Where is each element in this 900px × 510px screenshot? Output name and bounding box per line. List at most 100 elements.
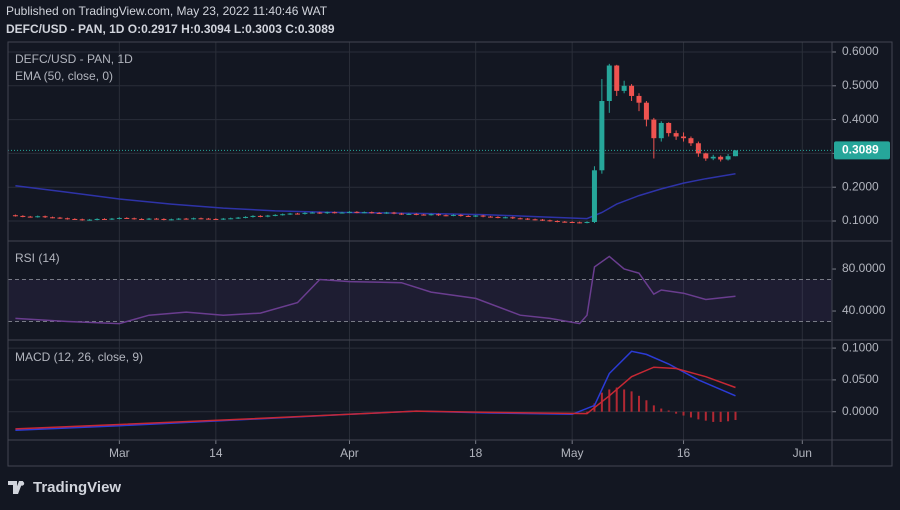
x-tick-label: 14	[209, 446, 223, 460]
candle-body	[198, 218, 204, 220]
histogram-bar	[608, 389, 611, 412]
candle-body	[228, 218, 234, 220]
candle-body	[413, 213, 419, 215]
candle-body	[450, 214, 456, 216]
candle-body	[510, 217, 516, 219]
candle-body	[42, 216, 48, 218]
candle-body	[139, 218, 145, 220]
rsi-band	[8, 279, 832, 322]
candle-body	[176, 218, 182, 220]
candle-body	[636, 95, 642, 103]
y-tick-label: 40.0000	[842, 303, 886, 317]
candle-body	[280, 214, 286, 216]
histogram-bar	[697, 411, 700, 420]
candle-body	[332, 212, 338, 214]
indicator-line	[15, 366, 736, 430]
candle-body	[287, 213, 293, 215]
y-tick-label: 0.0500	[842, 372, 879, 386]
x-tick-label: 18	[469, 446, 483, 460]
y-tick-label: 80.0000	[842, 261, 886, 275]
candle-body	[27, 216, 33, 218]
histogram-bar	[675, 411, 678, 414]
candle-body	[480, 215, 486, 217]
candle-body	[651, 119, 657, 139]
candle-body	[532, 219, 538, 221]
x-tick-label: Mar	[109, 446, 130, 460]
last-price-box	[834, 141, 890, 160]
histogram-bar	[712, 411, 715, 422]
candle-body	[79, 219, 85, 221]
histogram-bar	[623, 389, 626, 412]
candle-body	[673, 133, 679, 137]
x-tick-label: Jun	[793, 446, 812, 460]
candle-body	[488, 216, 494, 218]
candle-body	[116, 217, 122, 219]
candle-body	[272, 214, 278, 216]
histogram-bar	[637, 395, 640, 412]
logo	[8, 481, 25, 494]
candle-body	[72, 218, 78, 220]
symbol-line: DEFC/USD - PAN, 1D O:0.2917 H:0.3094 L:0…	[6, 22, 335, 36]
histogram-bar	[719, 411, 722, 422]
candle-body	[421, 214, 427, 216]
candle-body	[525, 218, 531, 220]
candle-body	[220, 218, 226, 220]
candle-body	[577, 222, 583, 224]
candle-body	[161, 218, 167, 220]
histogram-bar	[645, 400, 648, 412]
candle-body	[346, 211, 352, 213]
histogram-bar	[667, 410, 670, 412]
y-tick-label: 0.4000	[842, 112, 879, 126]
candle-body	[302, 212, 308, 214]
candle-body	[584, 222, 590, 224]
candle-body	[213, 218, 219, 220]
candle-body	[391, 212, 397, 214]
candle-body	[547, 220, 553, 222]
candle-body	[539, 219, 545, 221]
candle-body	[465, 215, 471, 217]
last-price-label: 0.3089	[842, 143, 879, 157]
published-line: Published on TradingView.com, May 23, 20…	[6, 4, 328, 18]
candle-body	[317, 212, 323, 214]
candle-body	[621, 85, 627, 91]
candle-body	[517, 218, 523, 220]
candle-body	[265, 215, 271, 217]
x-tick-label: May	[561, 446, 584, 460]
pane-title: MACD (12, 26, close, 9)	[15, 350, 143, 364]
candle-body	[398, 213, 404, 215]
candle-body	[109, 218, 115, 220]
candle-body	[257, 215, 263, 217]
candle-body	[629, 85, 635, 96]
candle-body	[569, 222, 575, 224]
candle-body	[703, 153, 709, 159]
y-tick-label: 0.0000	[842, 404, 879, 418]
candle-body	[87, 219, 93, 221]
y-tick-label: 0.6000	[842, 44, 879, 58]
histogram-bar	[704, 411, 707, 421]
candle-body	[458, 214, 464, 216]
candle-body	[191, 218, 197, 220]
candle-body	[554, 220, 560, 222]
candle-body	[324, 212, 330, 214]
candle-body	[183, 218, 189, 220]
candle-body	[606, 65, 612, 102]
candle-body	[688, 138, 694, 144]
candle-body	[295, 213, 301, 215]
x-tick-label: Apr	[340, 446, 359, 460]
pane-title: RSI (14)	[15, 251, 60, 265]
histogram-bar	[660, 408, 663, 412]
candle-body	[614, 65, 620, 91]
y-tick-label: 0.2000	[842, 179, 879, 193]
frame	[7, 41, 893, 467]
y-tick-label: 0.1000	[842, 340, 879, 354]
legend-entry: EMA (50, close, 0)	[15, 69, 113, 83]
candle-body	[658, 122, 664, 139]
candle-body	[436, 214, 442, 216]
candle-body	[502, 217, 508, 219]
candle-body	[50, 217, 56, 219]
candle-body	[64, 218, 70, 220]
histogram-bar	[652, 405, 655, 412]
candle-body	[406, 213, 412, 215]
candle-body	[643, 102, 649, 120]
